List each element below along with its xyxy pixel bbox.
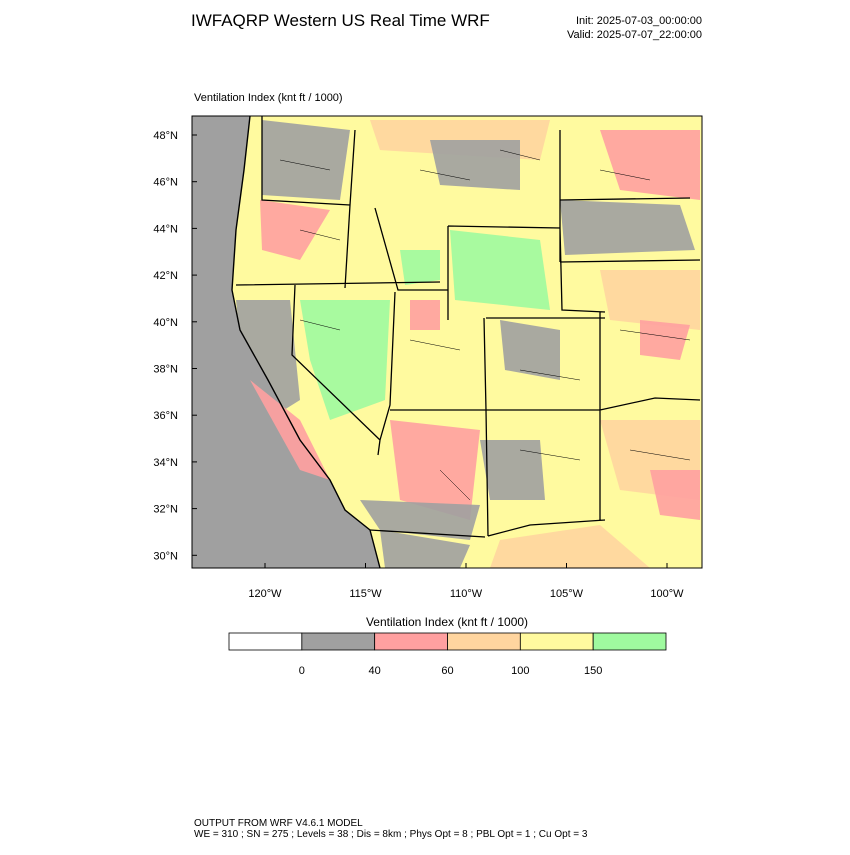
lat-label: 32°N [153, 504, 178, 516]
lon-label: 120°W [248, 588, 282, 600]
field-region [300, 300, 390, 420]
field-region [500, 320, 560, 380]
field-region [400, 250, 440, 285]
lat-label: 42°N [153, 270, 178, 282]
colorbar-box [301, 632, 376, 651]
colorbar-box [592, 632, 667, 651]
ocean [192, 116, 380, 568]
lat-label: 46°N [153, 177, 178, 189]
map-axes: 48°N 46°N 44°N 42°N 40°N 38°N 36°N 34°N 32°N 30°N… [153, 130, 684, 600]
colorbar-box [519, 632, 594, 651]
field-region [480, 440, 545, 500]
county-lines [279, 149, 691, 501]
lat-label: 30°N [153, 550, 178, 562]
field-region [236, 300, 300, 420]
lon-label: 115°W [349, 588, 382, 600]
field-region [250, 380, 330, 480]
field-region [600, 130, 700, 200]
field-region [560, 200, 695, 255]
title: IWFAQRP Western US Real Time WRF [191, 11, 490, 30]
colorbar: 0 40 60 100 150 [228, 632, 667, 677]
lon-label: 100°W [650, 588, 684, 600]
lon-label: 110°W [450, 588, 483, 600]
field-region [380, 530, 470, 568]
field-region [262, 120, 350, 200]
lat-label: 40°N [153, 317, 178, 329]
footer-line2: WE = 310 ; SN = 275 ; Levels = 38 ; Dis … [194, 829, 588, 840]
map-field [192, 116, 702, 568]
valid-time: Valid: 2025-07-07_22:00:00 [567, 29, 702, 41]
colorbar-box [447, 632, 521, 651]
lon-label: 105°W [550, 588, 584, 600]
lat-label: 34°N [153, 457, 178, 469]
colorbar-label: 150 [584, 665, 602, 677]
field-region [390, 420, 480, 520]
lat-label: 48°N [153, 130, 178, 142]
field-region [490, 525, 650, 568]
field-region [410, 300, 440, 330]
init-time: Init: 2025-07-03_00:00:00 [576, 15, 702, 27]
field-region [360, 500, 480, 540]
lat-label: 36°N [153, 410, 178, 422]
colorbar-label: 40 [369, 665, 381, 677]
map-label: Ventilation Index (knt ft / 1000) [194, 92, 343, 104]
field-region [600, 270, 700, 330]
field-region [450, 230, 550, 310]
state-lines [235, 116, 701, 538]
coastline [231, 116, 381, 568]
colorbar-label: 100 [511, 665, 529, 677]
footer-line1: OUTPUT FROM WRF V4.6.1 MODEL [194, 818, 363, 829]
lat-label: 38°N [153, 364, 178, 376]
field-region [430, 140, 520, 190]
colorbar-label: 60 [441, 665, 453, 677]
colorbar-box [374, 632, 448, 651]
field-region [260, 200, 330, 260]
colorbar-label: 0 [299, 665, 305, 677]
boundaries [231, 116, 701, 568]
map-frame [191, 115, 703, 569]
field-region [640, 320, 690, 360]
colorbar-title: Ventilation Index (knt ft / 1000) [366, 615, 528, 629]
colorbar-box [228, 632, 303, 651]
lat-label: 44°N [153, 223, 178, 235]
field-region [650, 470, 700, 520]
